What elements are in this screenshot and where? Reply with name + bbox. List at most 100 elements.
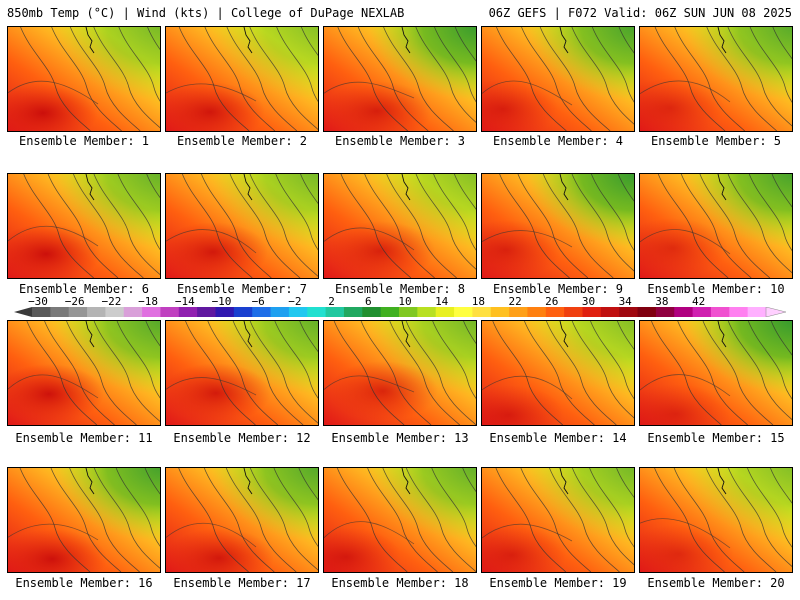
temperature-field (166, 321, 318, 425)
ensemble-member-label: Ensemble Member: 9 (492, 282, 624, 296)
ensemble-member-map (323, 320, 477, 426)
temperature-field (324, 321, 476, 425)
colorbar-swatch (435, 307, 455, 317)
ensemble-member-label: Ensemble Member: 18 (331, 576, 469, 590)
temperature-field (482, 321, 634, 425)
ensemble-member-label: Ensemble Member: 8 (334, 282, 466, 296)
ensemble-member-map (7, 320, 161, 426)
ensemble-member-map (7, 173, 161, 279)
ensemble-member-map (639, 467, 793, 573)
colorbar-min-arrow (14, 307, 32, 317)
ensemble-member-label: Ensemble Member: 13 (331, 431, 469, 445)
colorbar-swatch (32, 307, 51, 317)
ensemble-member-label: Ensemble Member: 3 (334, 134, 466, 148)
colorbar-swatch (270, 307, 290, 317)
ensemble-member-map (481, 320, 635, 426)
colorbar-tick-label: −18 (138, 295, 159, 308)
ensemble-member-map (7, 26, 161, 132)
temperature-field (8, 321, 160, 425)
colorbar-swatch (674, 307, 694, 317)
colorbar-swatch (692, 307, 712, 317)
colorbar-tick-label: −6 (251, 295, 265, 308)
colorbar-swatch (399, 307, 418, 317)
colorbar-tick-label: 34 (618, 295, 632, 308)
ensemble-member-label: Ensemble Member: 16 (15, 576, 153, 590)
colorbar-tick-label: −14 (174, 295, 195, 308)
colorbar-tick-label: 14 (435, 295, 449, 308)
colorbar-swatch (527, 307, 547, 317)
temperature-field (640, 27, 792, 131)
temperature-field (8, 27, 160, 131)
ensemble-member-label: Ensemble Member: 11 (15, 431, 153, 445)
colorbar-swatch (509, 307, 528, 317)
ensemble-member-label: Ensemble Member: 6 (18, 282, 150, 296)
colorbar-tick-label: −30 (28, 295, 48, 308)
colorbar-swatch (233, 307, 253, 317)
colorbar-tick-label: −22 (101, 295, 122, 308)
temperature-field (166, 27, 318, 131)
ensemble-member-map (165, 173, 319, 279)
temperature-field (8, 468, 160, 572)
colorbar-swatch (417, 307, 437, 317)
colorbar-tick-label: −10 (211, 295, 232, 308)
colorbar-swatch (325, 307, 345, 317)
ensemble-member-map (481, 467, 635, 573)
colorbar-tick-label: 6 (364, 295, 372, 308)
ensemble-member-map (639, 26, 793, 132)
colorbar-swatch (87, 307, 106, 317)
colorbar-tick-label: 2 (328, 295, 335, 308)
ensemble-member-map (323, 26, 477, 132)
colorbar-swatch (105, 307, 125, 317)
colorbar-swatch (380, 307, 400, 317)
temperature-field (166, 174, 318, 278)
ensemble-member-map (7, 467, 161, 573)
colorbar-tick-label: 38 (655, 295, 669, 308)
page-title: 850mb Temp (°C) | Wind (kts) | College o… (7, 6, 405, 20)
temperature-field (482, 27, 634, 131)
ensemble-member-map (323, 467, 477, 573)
temperature-field (166, 468, 318, 572)
temperature-field (640, 321, 792, 425)
ensemble-member-label: Ensemble Member: 5 (650, 134, 782, 148)
temperature-field (482, 174, 634, 278)
colorbar-swatch (729, 307, 749, 317)
ensemble-member-label: Ensemble Member: 12 (173, 431, 311, 445)
colorbar-swatch (454, 307, 473, 317)
ensemble-member-map (165, 467, 319, 573)
colorbar-tick-label: 18 (471, 295, 486, 308)
colorbar-max-arrow (765, 307, 787, 317)
ensemble-member-label: Ensemble Member: 10 (647, 282, 785, 296)
temperature-field (640, 174, 792, 278)
colorbar-tick-label: −2 (288, 295, 302, 308)
colorbar-swatch (619, 307, 639, 317)
colorbar-swatch (68, 307, 88, 317)
colorbar-tick-label: 26 (545, 295, 559, 308)
colorbar-swatch (545, 307, 565, 317)
colorbar-swatch (362, 307, 382, 317)
ensemble-member-map (165, 26, 319, 132)
colorbar-swatch (197, 307, 216, 317)
temperature-field (324, 174, 476, 278)
colorbar-swatch (50, 307, 70, 317)
ensemble-member-map (323, 173, 477, 279)
temperature-field (482, 468, 634, 572)
ensemble-member-label: Ensemble Member: 4 (492, 134, 624, 148)
colorbar-swatch (215, 307, 235, 317)
colorbar-swatch (710, 307, 730, 317)
ensemble-member-map (639, 173, 793, 279)
colorbar-swatch (472, 307, 492, 317)
colorbar-swatch (307, 307, 327, 317)
colorbar-tick-label: 30 (581, 295, 596, 308)
ensemble-member-map (481, 173, 635, 279)
ensemble-member-map (639, 320, 793, 426)
colorbar-swatch (160, 307, 180, 317)
colorbar-swatch (582, 307, 602, 317)
ensemble-member-label: Ensemble Member: 2 (176, 134, 308, 148)
ensemble-member-label: Ensemble Member: 19 (489, 576, 627, 590)
colorbar-swatch (655, 307, 675, 317)
temperature-field (324, 468, 476, 572)
ensemble-member-label: Ensemble Member: 17 (173, 576, 311, 590)
ensemble-member-label: Ensemble Member: 1 (18, 134, 150, 148)
colorbar-swatch (637, 307, 657, 317)
run-valid-time: 06Z GEFS | F072 Valid: 06Z SUN JUN 08 20… (488, 6, 792, 20)
